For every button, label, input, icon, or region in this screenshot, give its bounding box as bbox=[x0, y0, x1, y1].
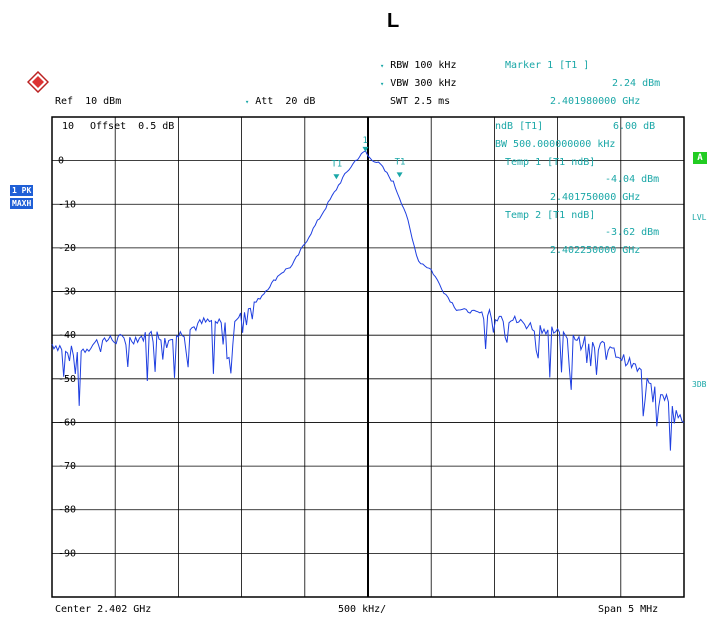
y-tick-label: -90 bbox=[58, 548, 76, 559]
y-tick-labels: 0 -10 -20 -30 -40 -50 -60 -70 -80 -90 bbox=[58, 156, 76, 560]
plot-grid bbox=[52, 117, 684, 597]
top-ref-label: 10 bbox=[62, 121, 75, 132]
y-tick-label: -10 bbox=[58, 199, 76, 210]
marker-label: T1 bbox=[395, 157, 406, 167]
vbw-setting: ▾ VBW 300 kHz bbox=[380, 78, 457, 89]
marker-group: 1 T1 T1 bbox=[331, 136, 406, 180]
spectrum-trace bbox=[51, 150, 685, 451]
active-indicator: A bbox=[693, 152, 707, 164]
rohde-schwarz-logo bbox=[8, 52, 50, 94]
ref-level: Ref 10 dBm bbox=[55, 96, 122, 107]
marker-label: 1 bbox=[362, 136, 367, 146]
y-tick-label: -70 bbox=[58, 461, 76, 472]
temp2-frequency: 2.402250000 GHz bbox=[550, 245, 641, 256]
y-tick-label: -50 bbox=[58, 374, 76, 385]
ndb-label: ndB [T1] bbox=[495, 121, 544, 132]
swt-setting: SWT 2.5 ms bbox=[390, 96, 451, 107]
division-scale: 500 kHz/ bbox=[338, 604, 387, 615]
y-tick-label: -30 bbox=[58, 287, 76, 298]
marker-frequency: 2.401980000 GHz bbox=[550, 96, 641, 107]
temp2-level: -3.62 dBm bbox=[605, 227, 660, 238]
offset-label: Offset 0.5 dB bbox=[90, 121, 175, 132]
y-tick-label: -80 bbox=[58, 505, 76, 516]
y-tick-label: -20 bbox=[58, 243, 76, 254]
rbw-setting: ▾ RBW 100 kHz bbox=[380, 60, 457, 71]
y-tick-label: -60 bbox=[58, 417, 76, 428]
temp2-label: Temp 2 [T1 ndB] bbox=[505, 210, 596, 221]
attenuation: ▾ Att 20 dB bbox=[245, 96, 316, 107]
ndb-value: 6.00 dB bbox=[613, 121, 656, 132]
marker-level: 2.24 dBm bbox=[612, 78, 661, 89]
center-frequency: Center 2.402 GHz bbox=[55, 604, 152, 615]
marker-label: T1 bbox=[331, 159, 342, 169]
y-tick-label: -40 bbox=[58, 330, 76, 341]
page-title: L bbox=[387, 10, 400, 32]
marker-title: Marker 1 [T1 ] bbox=[505, 60, 590, 71]
temp1-frequency: 2.401750000 GHz bbox=[550, 192, 641, 203]
marker-triangle bbox=[333, 174, 340, 180]
temp1-level: -4.04 dBm bbox=[605, 174, 660, 185]
temp1-label: Temp 1 [T1 ndB] bbox=[505, 157, 596, 168]
3db-indicator: 3DB bbox=[692, 380, 707, 389]
trace-badge: 1 PK bbox=[10, 185, 34, 196]
marker-triangle bbox=[362, 146, 369, 152]
marker-triangle bbox=[396, 172, 403, 178]
ndb-bandwidth: BW 500.000000000 kHz bbox=[495, 139, 616, 150]
y-tick-label: 0 bbox=[58, 156, 64, 167]
span-setting: Span 5 MHz bbox=[598, 604, 659, 615]
lvl-indicator: LVL bbox=[692, 213, 707, 222]
trace-mode-badge: MAXH bbox=[10, 198, 34, 209]
spectrum-plot: 0 -10 -20 -30 -40 -50 -60 -70 -80 -90 1 T1 T1 bbox=[51, 116, 685, 598]
